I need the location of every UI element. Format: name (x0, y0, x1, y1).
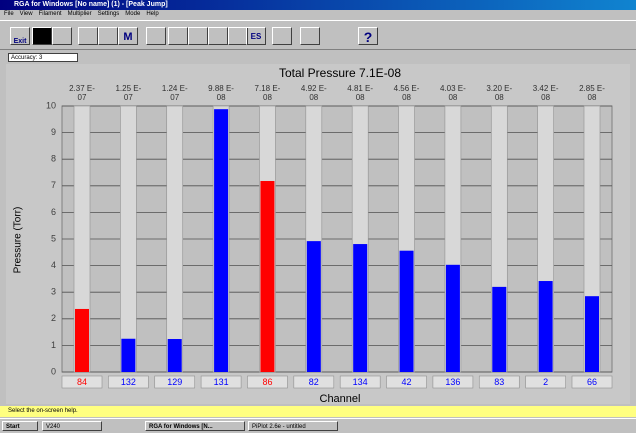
value-label: 9.88 E-08 (208, 84, 234, 102)
value-label: 2.85 E-08 (579, 84, 605, 102)
x-tick-label: 86 (262, 377, 272, 387)
exit-button[interactable]: Exit (10, 27, 30, 45)
tool-button[interactable] (168, 27, 188, 45)
x-tick-label: 82 (309, 377, 319, 387)
save-button[interactable] (32, 27, 52, 45)
help-button[interactable]: ? (358, 27, 378, 45)
x-tick-label: 134 (353, 377, 368, 387)
bar (353, 244, 368, 372)
value-label: 4.81 E-08 (347, 84, 374, 102)
x-tick-label: 132 (121, 377, 136, 387)
tool-button[interactable] (78, 27, 98, 45)
y-tick-label: 4 (51, 260, 56, 270)
menu-item[interactable]: Multiplier (67, 11, 92, 17)
bar-track (120, 105, 137, 373)
x-tick-label: 131 (214, 377, 229, 387)
x-tick-label: 66 (587, 377, 597, 387)
channel-box (61, 375, 103, 389)
bar (492, 286, 507, 372)
chart-title: Total Pressure 7.1E-08 (279, 66, 401, 80)
es-button[interactable]: ES (246, 27, 266, 45)
x-tick-label: 129 (167, 377, 182, 387)
x-axis-label: Channel (320, 393, 361, 405)
open-button[interactable] (52, 27, 72, 45)
y-tick-label: 6 (51, 207, 56, 217)
y-tick-label: 3 (51, 287, 56, 297)
x-tick-label: 2 (543, 377, 548, 387)
task-item[interactable]: RGA for Windows [N... (145, 421, 245, 431)
start-button[interactable]: Start (2, 421, 38, 431)
tool-button[interactable] (188, 27, 208, 45)
value-label: 3.42 E-08 (532, 84, 559, 102)
bar (445, 264, 460, 372)
bar (306, 241, 321, 372)
bar (260, 181, 275, 372)
y-tick-label: 2 (51, 313, 56, 323)
menu-bar: File View Filament Multiplier Settings Mode He… (0, 10, 636, 19)
value-label: 1.25 E-07 (115, 84, 142, 102)
toolbar: Exit M ES ? (0, 20, 636, 50)
menu-item[interactable]: Mode (125, 11, 141, 17)
x-tick-label: 42 (402, 377, 412, 387)
menu-item[interactable]: Filament (38, 11, 62, 17)
bar (214, 109, 229, 372)
channel-box (478, 375, 520, 389)
x-tick-label: 84 (77, 377, 87, 387)
x-tick-label: 136 (445, 377, 460, 387)
menu-item[interactable]: Help (146, 11, 159, 17)
y-tick-label: 7 (51, 180, 56, 190)
bar (167, 339, 182, 372)
bar (75, 308, 89, 372)
y-tick-label: 8 (51, 154, 56, 164)
tool-button[interactable] (272, 27, 292, 45)
y-tick-label: 9 (51, 127, 56, 137)
y-tick-label: 1 (51, 340, 56, 350)
tool-button[interactable] (98, 27, 118, 45)
value-label: 7.18 E-08 (254, 84, 281, 102)
accuracy-select[interactable]: Accuracy: 3 (8, 53, 78, 62)
status-bar: Select the on-screen help. (0, 406, 636, 417)
menu-item[interactable]: Settings (97, 11, 120, 17)
channel-box (571, 375, 613, 389)
task-item[interactable]: V240 (42, 421, 102, 431)
bar (399, 250, 414, 372)
y-tick-label: 10 (46, 100, 56, 110)
value-label: 4.56 E-08 (393, 84, 420, 102)
channel-box (339, 375, 381, 389)
channel-box (386, 375, 427, 389)
value-label: 3.20 E-08 (486, 84, 513, 102)
bar-track (166, 105, 184, 373)
bar (585, 296, 599, 372)
y-tick-label: 0 (51, 366, 56, 376)
channel-box (247, 375, 288, 389)
channel-box (154, 375, 196, 389)
task-item[interactable]: PiPlot 2.6e - untitled (248, 421, 338, 431)
menu-item[interactable]: File (4, 11, 14, 17)
channel-box (525, 375, 566, 389)
y-axis-label: Pressure (Torr) (13, 207, 24, 274)
channel-box (432, 375, 474, 389)
channel-box (200, 375, 242, 389)
value-label: 4.03 E-08 (440, 84, 466, 102)
title-bar: RGA for Windows [No name] (1) - [Peak Ju… (0, 0, 636, 10)
taskbar: Start V240 RGA for Windows [N... PiPlot … (0, 418, 636, 433)
tool-button[interactable] (208, 27, 228, 45)
search-button[interactable] (300, 27, 320, 45)
value-label: 4.92 E-08 (300, 84, 327, 102)
x-tick-label: 83 (494, 377, 504, 387)
value-label: 2.37 E-07 (69, 84, 95, 102)
bar (121, 338, 136, 372)
m-button[interactable]: M (118, 27, 138, 45)
value-label: 1.24 E-07 (161, 84, 188, 102)
menu-item[interactable]: View (19, 11, 33, 17)
y-tick-label: 5 (51, 233, 56, 243)
bar (538, 281, 553, 372)
tool-button[interactable] (146, 27, 166, 45)
channel-box (293, 375, 335, 389)
channel-box (108, 375, 149, 389)
tool-button[interactable] (228, 27, 248, 45)
